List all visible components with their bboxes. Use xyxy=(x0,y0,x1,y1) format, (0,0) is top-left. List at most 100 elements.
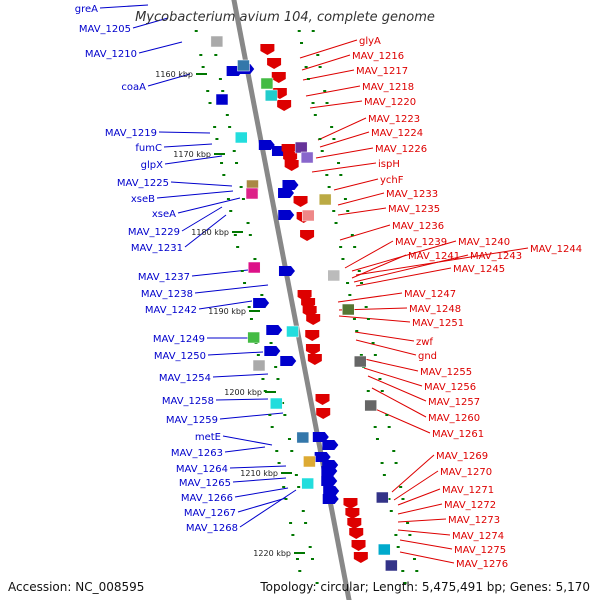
gene-label-MAV_1276[interactable]: MAV_1276 xyxy=(456,559,508,570)
gene-label-MAV_1273[interactable]: MAV_1273 xyxy=(448,515,500,526)
gene-tick xyxy=(310,558,314,560)
gene-label-MAV_1242[interactable]: MAV_1242 xyxy=(145,305,197,316)
gene-tick xyxy=(387,426,391,428)
gene-label-gnd[interactable]: gnd xyxy=(418,351,437,362)
gene-label-MAV_1258[interactable]: MAV_1258 xyxy=(162,396,214,407)
gene-label-glyA[interactable]: glyA xyxy=(359,36,381,47)
gene-label-glpX[interactable]: glpX xyxy=(141,160,163,171)
gene-label-MAV_1237[interactable]: MAV_1237 xyxy=(138,272,190,283)
left-gene-labels: greA MAV_1205 MAV_1210 coaA MAV_1219 fumC glpX… xyxy=(75,4,238,534)
gene-tick xyxy=(401,570,405,572)
gene-label-MAV_1210[interactable]: MAV_1210 xyxy=(85,49,137,60)
gene-label-fumC[interactable]: fumC xyxy=(135,143,162,154)
gene-label-metE[interactable]: metE xyxy=(195,432,221,443)
gene-label-MAV_1220[interactable]: MAV_1220 xyxy=(364,97,416,108)
gene-label-ispH[interactable]: ispH xyxy=(378,159,400,170)
label-connector-lines xyxy=(99,4,529,564)
gene-label-MAV_1267[interactable]: MAV_1267 xyxy=(184,508,236,519)
gene-tick xyxy=(294,474,298,476)
gene-tick xyxy=(287,438,291,440)
gene-label-MAV_1268[interactable]: MAV_1268 xyxy=(186,523,238,534)
reverse-gene-arrow xyxy=(349,528,364,539)
gene-label-greA[interactable]: greA xyxy=(75,4,98,15)
gene-category-block xyxy=(303,455,316,468)
forward-gene-arrow xyxy=(278,210,295,220)
gene-label-MAV_1271[interactable]: MAV_1271 xyxy=(442,485,494,496)
gene-label-MAV_1269[interactable]: MAV_1269 xyxy=(436,451,488,462)
gene-label-xseB[interactable]: xseB xyxy=(131,194,155,205)
gene-category-block xyxy=(364,399,377,412)
gene-category-block xyxy=(210,35,224,48)
gene-label-MAV_1263[interactable]: MAV_1263 xyxy=(171,448,223,459)
gene-tick xyxy=(350,234,354,236)
gene-tick xyxy=(208,102,212,104)
gene-label-xseA[interactable]: xseA xyxy=(152,209,176,220)
gene-tick xyxy=(337,162,341,164)
genome-title: Mycobacterium avium 104, complete genome xyxy=(135,10,435,25)
gene-label-MAV_1260[interactable]: MAV_1260 xyxy=(428,413,480,424)
gene-label-MAV_1256[interactable]: MAV_1256 xyxy=(424,382,476,393)
connector-MAV_1258 xyxy=(215,398,269,401)
gene-label-MAV_1217[interactable]: MAV_1217 xyxy=(356,66,408,77)
gene-label-MAV_1245[interactable]: MAV_1245 xyxy=(453,264,505,275)
gene-label-MAV_1239[interactable]: MAV_1239 xyxy=(395,237,447,248)
gene-label-MAV_1231[interactable]: MAV_1231 xyxy=(131,243,183,254)
gene-label-MAV_1272[interactable]: MAV_1272 xyxy=(444,500,496,511)
gene-label-MAV_1248[interactable]: MAV_1248 xyxy=(409,304,461,315)
gene-label-MAV_1265[interactable]: MAV_1265 xyxy=(179,478,231,489)
gene-label-MAV_1219[interactable]: MAV_1219 xyxy=(105,128,157,139)
gene-label-ychF[interactable]: ychF xyxy=(380,175,404,186)
gene-label-MAV_1223[interactable]: MAV_1223 xyxy=(368,114,420,125)
gene-label-MAV_1235[interactable]: MAV_1235 xyxy=(388,204,440,215)
gene-label-MAV_1257[interactable]: MAV_1257 xyxy=(428,397,480,408)
gene-label-MAV_1249[interactable]: MAV_1249 xyxy=(153,334,205,345)
gene-tick xyxy=(235,162,239,164)
gene-label-MAV_1251[interactable]: MAV_1251 xyxy=(412,318,464,329)
gene-label-MAV_1275[interactable]: MAV_1275 xyxy=(454,545,506,556)
gene-label-MAV_1259[interactable]: MAV_1259 xyxy=(166,415,218,426)
reverse-gene-arrow xyxy=(306,314,321,325)
reverse-gene-arrow xyxy=(260,44,275,55)
connector-xseB xyxy=(156,190,234,199)
gene-label-coaA[interactable]: coaA xyxy=(121,82,146,93)
gene-label-MAV_1244[interactable]: MAV_1244 xyxy=(530,244,582,255)
gene-label-MAV_1270[interactable]: MAV_1270 xyxy=(440,467,492,478)
gene-label-MAV_1261[interactable]: MAV_1261 xyxy=(432,429,484,440)
connector-MAV_1273 xyxy=(397,518,447,523)
gene-label-MAV_1218[interactable]: MAV_1218 xyxy=(362,82,414,93)
connector-MAV_1272 xyxy=(397,503,443,515)
gene-category-block xyxy=(245,187,259,200)
gene-tick xyxy=(380,390,384,392)
gene-tick xyxy=(256,354,260,356)
gene-tick xyxy=(247,306,251,308)
connector-coaA xyxy=(147,73,191,87)
gene-label-MAV_1233[interactable]: MAV_1233 xyxy=(386,189,438,200)
gene-label-MAV_1205[interactable]: MAV_1205 xyxy=(79,24,131,35)
gene-label-MAV_1236[interactable]: MAV_1236 xyxy=(392,221,444,232)
gene-tick xyxy=(346,210,350,212)
gene-label-MAV_1240[interactable]: MAV_1240 xyxy=(458,237,510,248)
gene-label-MAV_1266[interactable]: MAV_1266 xyxy=(181,493,233,504)
gene-label-MAV_1216[interactable]: MAV_1216 xyxy=(352,51,404,62)
gene-label-zwf[interactable]: zwf xyxy=(416,337,433,348)
gene-label-MAV_1226[interactable]: MAV_1226 xyxy=(375,144,427,155)
gene-tick xyxy=(260,294,264,296)
gene-tick xyxy=(373,354,377,356)
gene-label-MAV_1274[interactable]: MAV_1274 xyxy=(452,531,504,542)
gene-label-MAV_1264[interactable]: MAV_1264 xyxy=(176,464,228,475)
gene-category-block xyxy=(215,93,229,106)
gene-label-MAV_1250[interactable]: MAV_1250 xyxy=(154,351,206,362)
gene-label-MAV_1225[interactable]: MAV_1225 xyxy=(117,178,169,189)
connector-MAV_1254 xyxy=(212,373,269,378)
gene-label-MAV_1241[interactable]: MAV_1241 xyxy=(408,251,460,262)
gene-label-MAV_1229[interactable]: MAV_1229 xyxy=(128,227,180,238)
gene-label-MAV_1243[interactable]: MAV_1243 xyxy=(470,251,522,262)
gene-label-MAV_1238[interactable]: MAV_1238 xyxy=(141,289,193,300)
forward-gene-arrow xyxy=(321,476,338,486)
connector-MAV_1255 xyxy=(359,357,419,372)
gene-label-MAV_1224[interactable]: MAV_1224 xyxy=(371,128,423,139)
gene-label-MAV_1254[interactable]: MAV_1254 xyxy=(159,373,211,384)
gene-tick xyxy=(289,522,293,524)
gene-label-MAV_1255[interactable]: MAV_1255 xyxy=(420,367,472,378)
gene-label-MAV_1247[interactable]: MAV_1247 xyxy=(404,289,456,300)
